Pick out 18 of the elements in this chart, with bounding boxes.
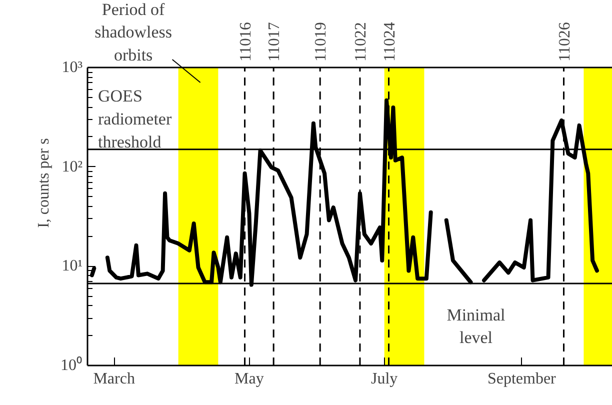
y-tick-label: 10³ — [62, 59, 83, 76]
y-tick-label: 10¹ — [62, 258, 83, 275]
x-tick-label: July — [371, 370, 398, 388]
y-axis-title: I, counts per s — [36, 138, 52, 228]
ref-line-label: 11017 — [266, 22, 284, 62]
ref-line-label: 11026 — [556, 22, 574, 62]
x-tick-label: September — [487, 370, 557, 388]
y-tick-label: 10² — [62, 158, 83, 176]
legend-label: GOES radiometer threshold — [98, 86, 172, 152]
ref-line-label: 11019 — [312, 22, 330, 62]
band-label: Period of shadowless orbits — [94, 0, 172, 64]
ref-line-label: 11022 — [352, 22, 370, 62]
ref-line-label: Minimal level — [446, 305, 506, 348]
ref-line-label: 11024 — [381, 22, 398, 62]
x-tick-label: March — [93, 370, 135, 388]
y-tick-label: 10⁰ — [60, 356, 82, 374]
x-tick-label: May — [234, 370, 264, 388]
ref-line-label: 11016 — [237, 22, 254, 62]
